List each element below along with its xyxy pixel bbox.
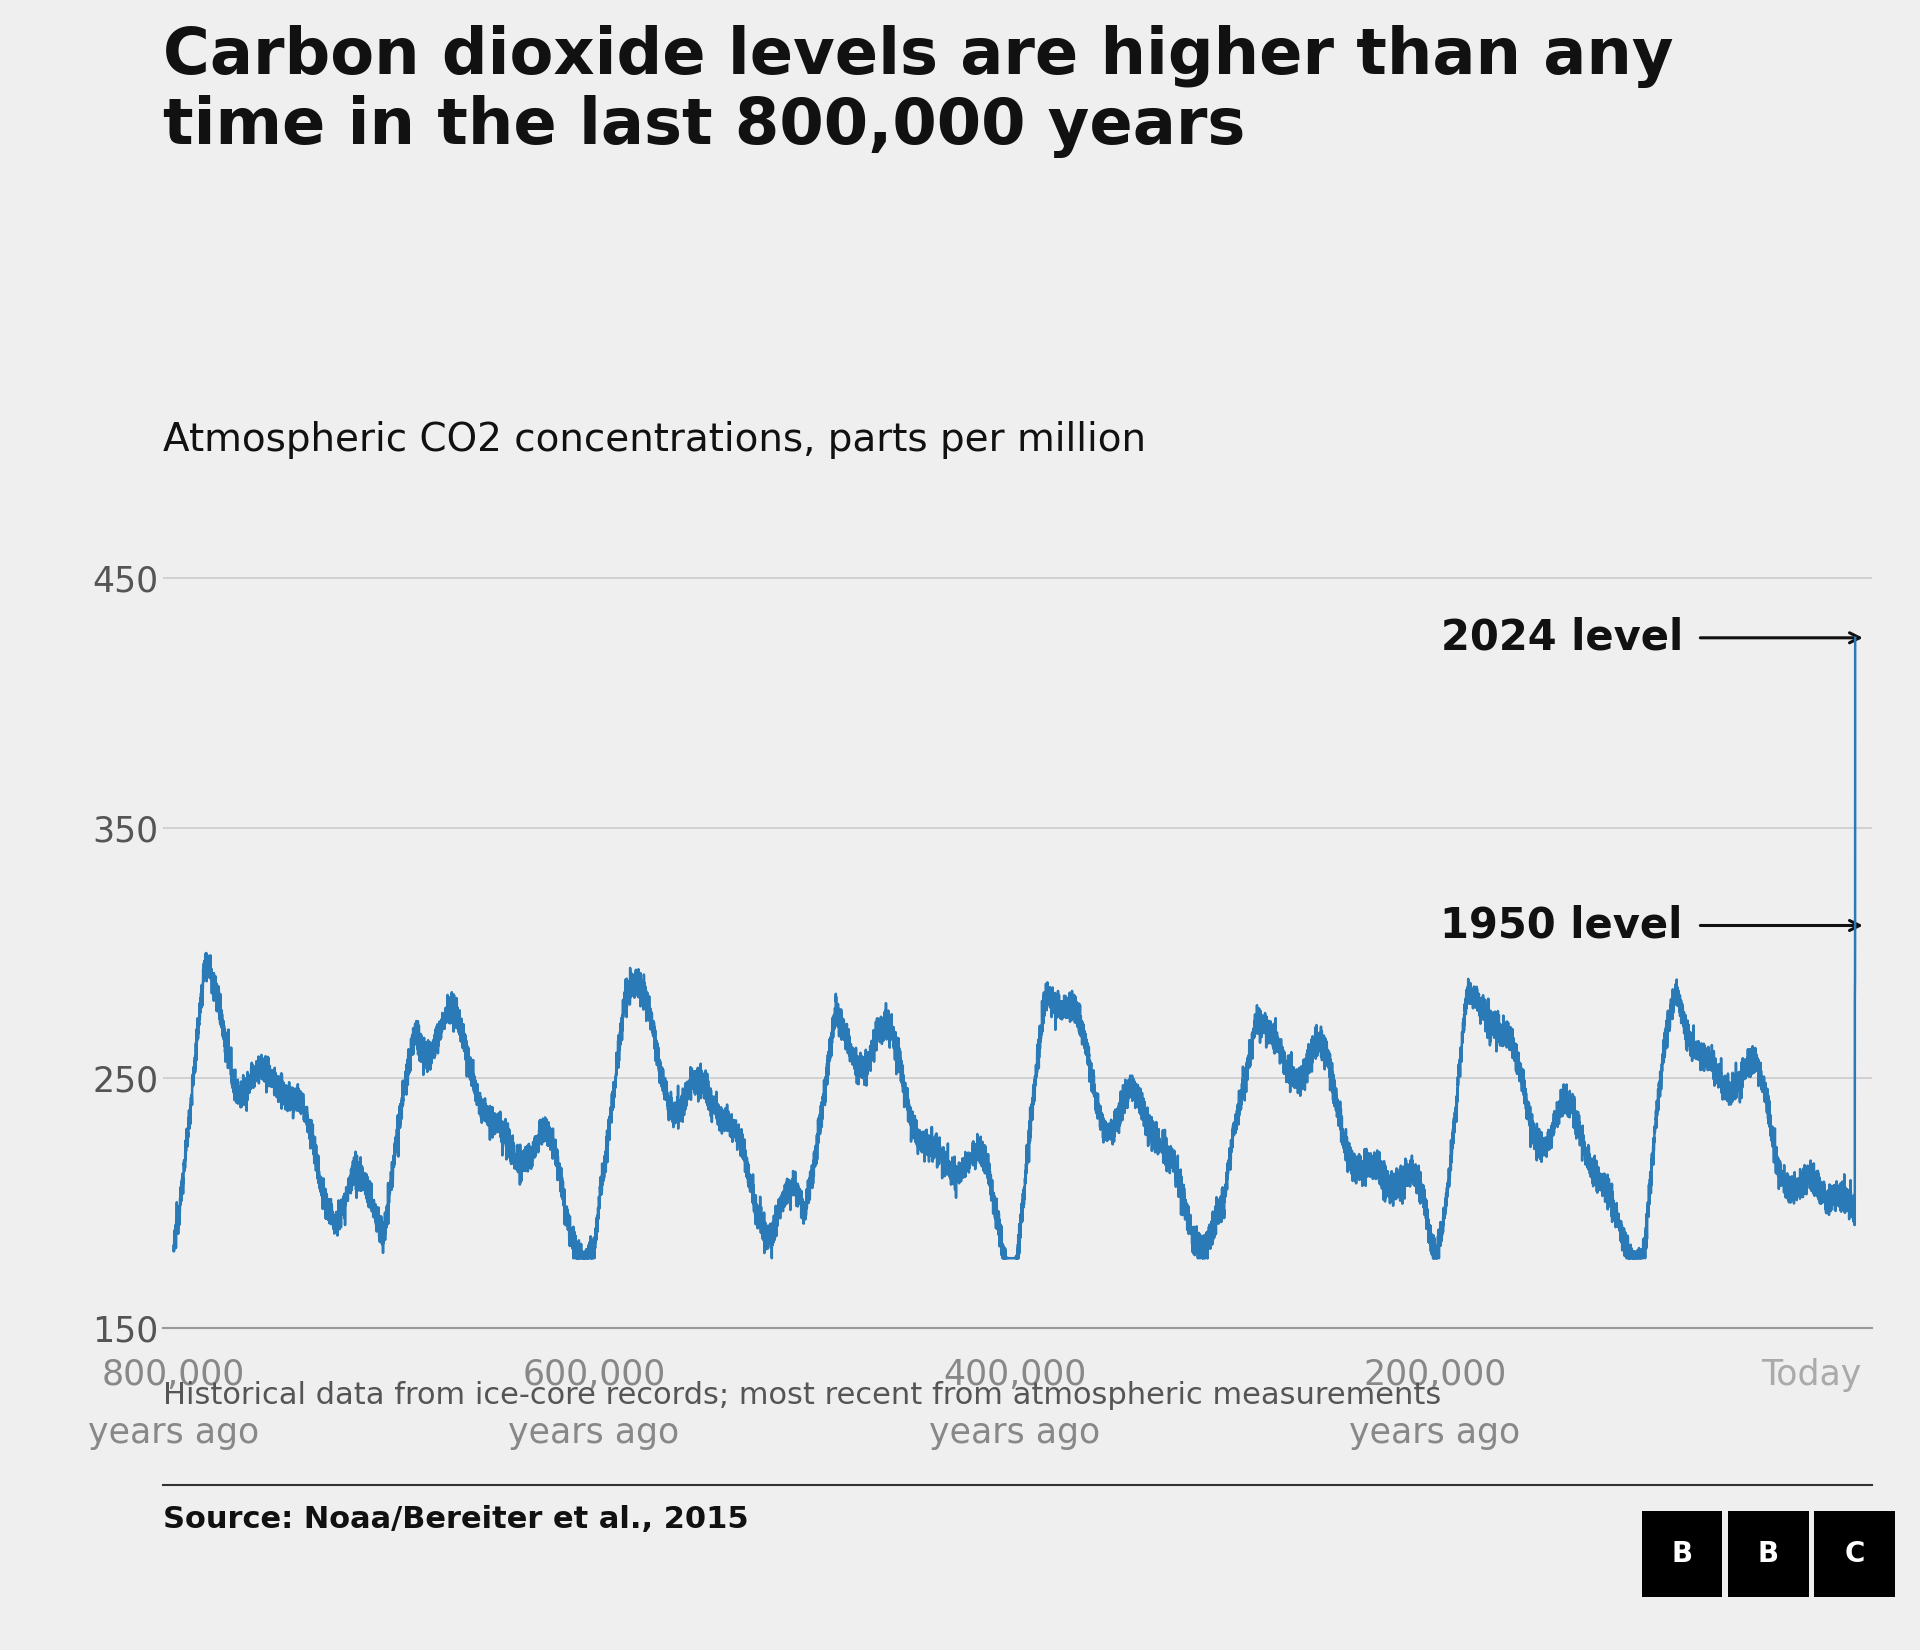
Text: 1950 level: 1950 level — [1440, 904, 1682, 947]
Text: 600,000: 600,000 — [522, 1358, 666, 1393]
Text: B: B — [1757, 1541, 1780, 1568]
Text: years ago: years ago — [929, 1416, 1100, 1450]
Text: Atmospheric CO2 concentrations, parts per million: Atmospheric CO2 concentrations, parts pe… — [163, 421, 1146, 459]
Text: Carbon dioxide levels are higher than any
time in the last 800,000 years: Carbon dioxide levels are higher than an… — [163, 25, 1674, 158]
Text: Historical data from ice-core records; most recent from atmospheric measurements: Historical data from ice-core records; m… — [163, 1381, 1442, 1411]
Text: 200,000: 200,000 — [1363, 1358, 1507, 1393]
Text: Today: Today — [1761, 1358, 1862, 1393]
Text: years ago: years ago — [88, 1416, 259, 1450]
Text: 400,000: 400,000 — [943, 1358, 1087, 1393]
Text: B: B — [1670, 1541, 1693, 1568]
Text: 2024 level: 2024 level — [1440, 617, 1682, 658]
Text: 800,000: 800,000 — [102, 1358, 246, 1393]
Text: Source: Noaa/Bereiter et al., 2015: Source: Noaa/Bereiter et al., 2015 — [163, 1505, 749, 1534]
Text: years ago: years ago — [1350, 1416, 1521, 1450]
Text: years ago: years ago — [509, 1416, 680, 1450]
Text: C: C — [1845, 1541, 1864, 1568]
